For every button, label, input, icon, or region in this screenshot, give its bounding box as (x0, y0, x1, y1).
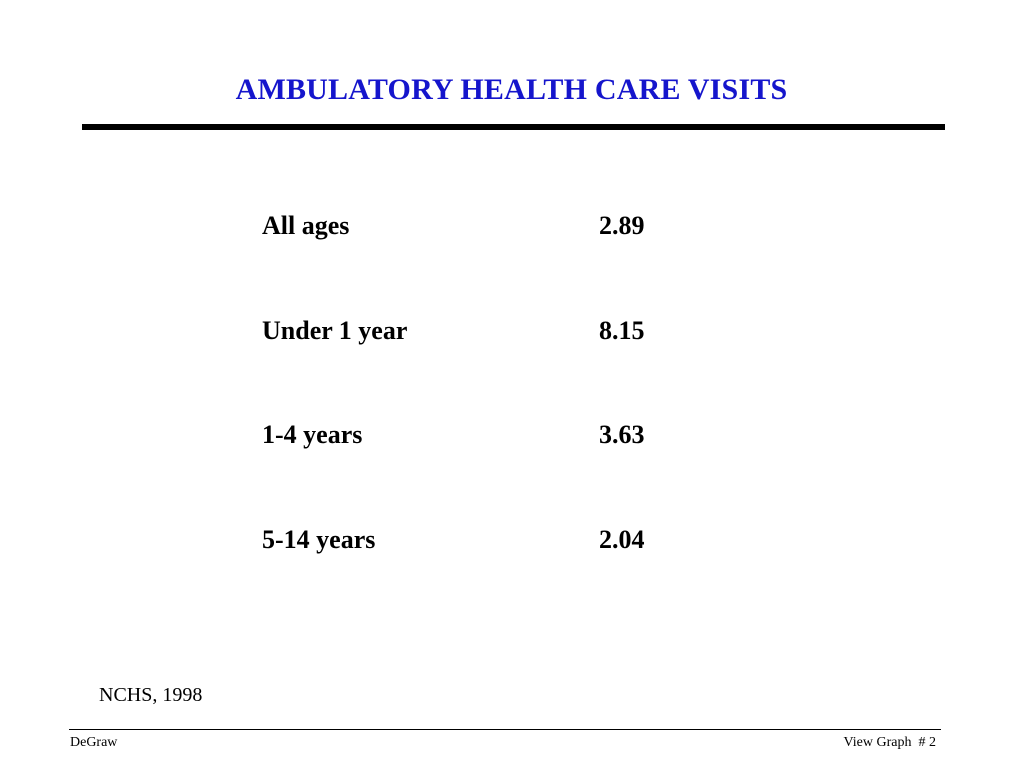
visit-rate-value: 2.89 (599, 211, 645, 240)
visit-rate-value: 2.04 (599, 524, 645, 554)
footer-divider (69, 729, 941, 730)
age-group-label: 5-14 years (262, 524, 376, 554)
table-row: Under 1 year 8.15 (262, 313, 682, 418)
age-group-label: 1-4 years (262, 420, 363, 449)
footer-page-label: View Graph # 2 (843, 735, 936, 750)
footer-author: DeGraw (70, 735, 118, 750)
source-citation: NCHS, 1998 (99, 684, 203, 706)
table-row: 1-4 years 3.63 (262, 417, 682, 522)
table-row: All ages 2.89 (262, 208, 682, 313)
slide-title: AMBULATORY HEALTH CARE VISITS (235, 73, 788, 106)
title-divider (82, 124, 945, 130)
table-row: 5-14 years 2.04 (262, 522, 682, 627)
visit-rate-value: 8.15 (599, 315, 645, 345)
visit-rate-value: 3.63 (599, 420, 645, 449)
age-group-label: All ages (262, 211, 350, 240)
visits-table: All ages 2.89 Under 1 year 8.15 1-4 year… (262, 208, 682, 626)
age-group-label: Under 1 year (262, 315, 408, 345)
